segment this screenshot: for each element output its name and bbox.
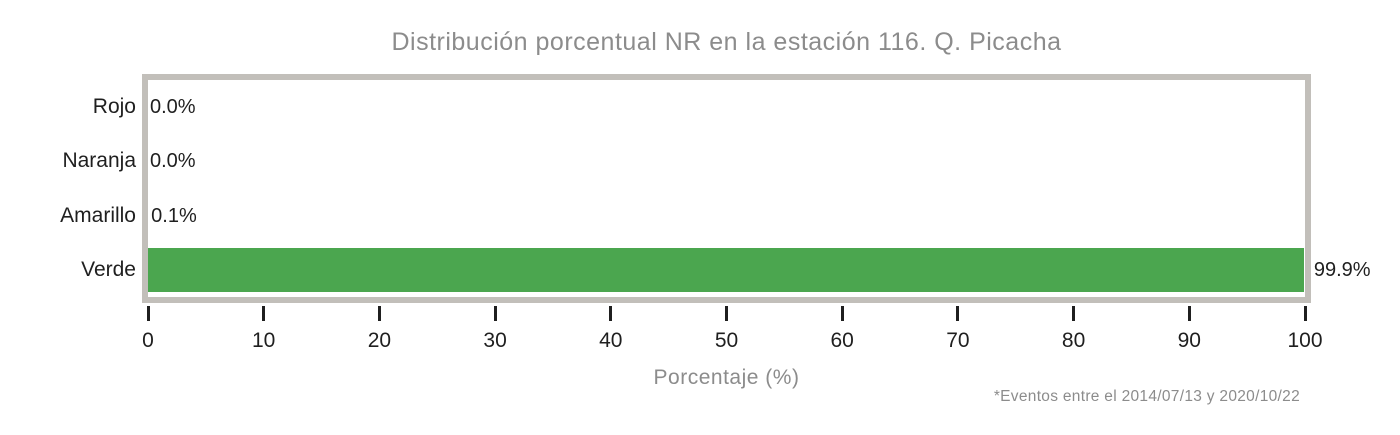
category-label-naranja: Naranja <box>62 149 136 173</box>
value-label-verde: 99.9% <box>1313 258 1371 281</box>
category-label-rojo: Rojo <box>92 95 136 119</box>
x-tick-mark-80 <box>1072 306 1076 321</box>
footnote: *Eventos entre el 2014/07/13 y 2020/10/2… <box>993 388 1300 405</box>
x-tick-label-70: 70 <box>946 329 970 352</box>
chart-title: Distribución porcentual NR en la estació… <box>391 28 1062 56</box>
category-label-verde: Verde <box>81 257 136 281</box>
x-tick-mark-40 <box>609 306 613 321</box>
x-tick-mark-10 <box>262 306 266 321</box>
x-tick-mark-50 <box>725 306 728 321</box>
x-tick-label-100: 100 <box>1287 329 1323 352</box>
x-tick-label-90: 90 <box>1177 329 1201 352</box>
x-tick-label-40: 40 <box>599 329 623 352</box>
x-tick-mark-20 <box>377 306 381 321</box>
category-label-amarillo: Amarillo <box>60 203 136 227</box>
x-axis-label: Porcentaje (%) <box>653 366 800 389</box>
value-label-rojo: 0.0% <box>150 96 196 119</box>
x-tick-mark-0 <box>146 306 150 321</box>
value-label-naranja: 0.0% <box>150 150 196 173</box>
x-tick-label-20: 20 <box>367 329 392 352</box>
x-tick-label-50: 50 <box>714 329 739 352</box>
x-tick-label-30: 30 <box>483 329 507 352</box>
x-tick-mark-70 <box>956 306 960 321</box>
bar-verde <box>148 247 1304 292</box>
x-tick-mark-60 <box>840 306 844 321</box>
x-tick-label-10: 10 <box>252 329 276 352</box>
x-tick-mark-90 <box>1187 306 1191 321</box>
value-label-amarillo: 0.1% <box>151 204 197 227</box>
x-tick-mark-30 <box>493 306 497 321</box>
x-tick-mark-100 <box>1303 306 1307 321</box>
x-tick-label-0: 0 <box>142 329 154 352</box>
x-tick-label-60: 60 <box>830 329 854 352</box>
plot-area: 0.0% 0.0% 0.1% 99.9% <box>142 74 1371 303</box>
x-tick-label-80: 80 <box>1061 329 1086 352</box>
